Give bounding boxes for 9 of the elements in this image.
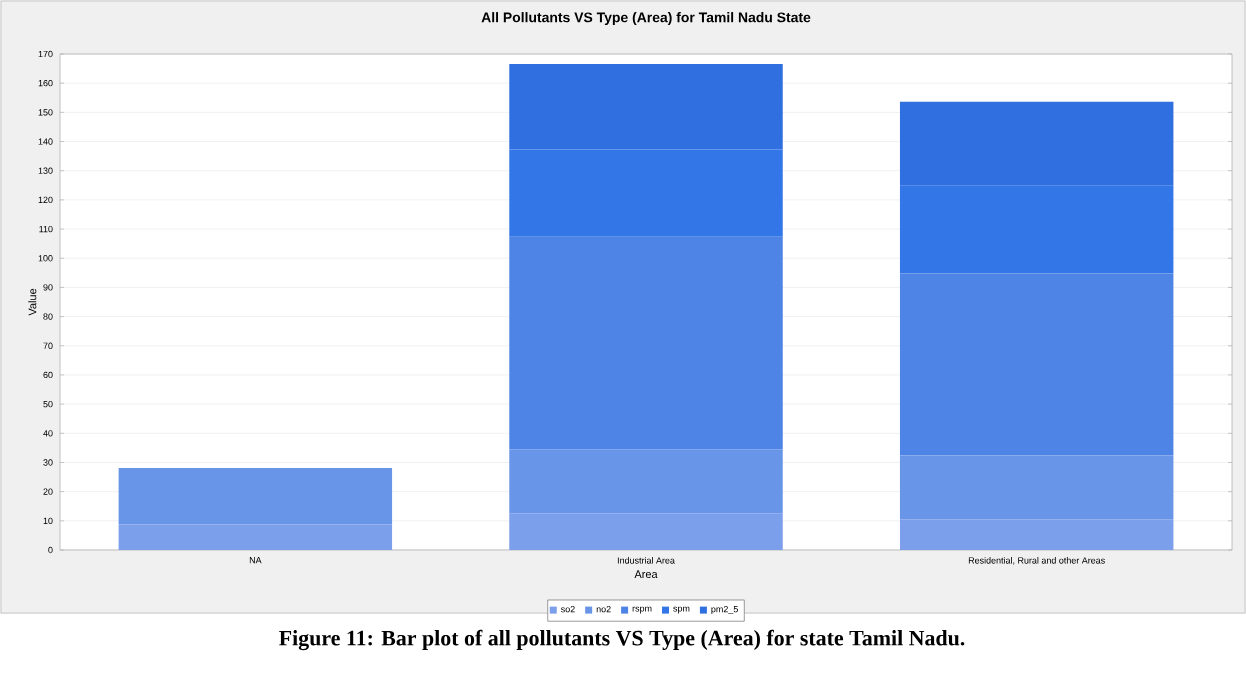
bar xyxy=(509,236,783,450)
bar xyxy=(509,513,783,550)
bar xyxy=(118,468,393,525)
caption: Figure 11: Bar plot of all pollutants VS Type (Area) for state Tamil Nadu. xyxy=(279,629,965,651)
bar xyxy=(509,449,783,514)
bar xyxy=(899,273,1174,456)
bar xyxy=(899,455,1174,520)
bar xyxy=(899,519,1174,550)
bar xyxy=(118,524,393,550)
